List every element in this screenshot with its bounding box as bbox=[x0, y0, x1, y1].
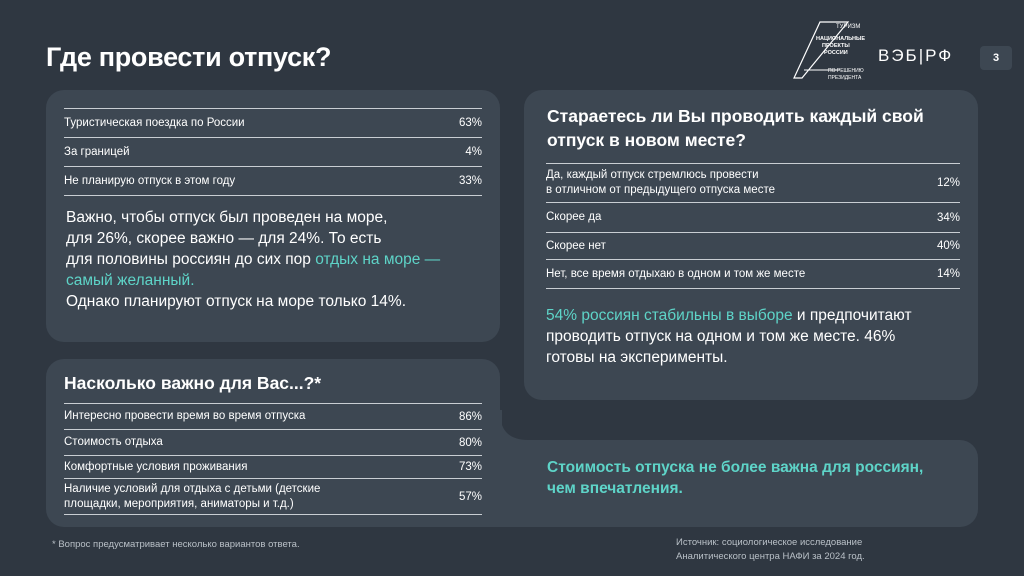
cost-panel bbox=[480, 440, 978, 527]
new-place-row: Скорее нет 40% bbox=[546, 232, 960, 259]
source-note: Источник: социологическое исследование А… bbox=[676, 536, 865, 564]
new-place-panel bbox=[524, 90, 978, 400]
footnote: * Вопрос предусматривает несколько вариа… bbox=[52, 539, 300, 550]
new-place-row-label-line2: в отличном от предыдущего отпуска месте bbox=[546, 184, 775, 196]
logo-line6: ПРЕЗИДЕНТА bbox=[828, 75, 862, 81]
new-place-text-line: 54% россиян стабильны в выборе и предпоч… bbox=[546, 305, 971, 326]
sea-text-line: Важно, чтобы отпуск был проведен на море… bbox=[66, 209, 388, 226]
source-line2: Аналитического центра НАФИ за 2024 год. bbox=[676, 551, 865, 562]
national-projects-emblem-icon bbox=[793, 21, 850, 79]
new-place-row-value: 14% bbox=[936, 268, 960, 280]
importance-row-label: Наличие условий для отдыха с детьми (дет… bbox=[64, 482, 320, 512]
page-number-badge: 3 bbox=[980, 46, 1012, 70]
logo-line2: НАЦИОНАЛЬНЫЕ bbox=[816, 36, 866, 42]
panel-connector-fill bbox=[490, 410, 502, 450]
importance-row: Наличие условий для отдыха с детьми (дет… bbox=[64, 478, 482, 515]
trip-row: Туристическая поездка по России 63% bbox=[64, 108, 482, 137]
page-title: Где провести отпуск? bbox=[46, 42, 332, 72]
logo-line4: РОССИИ bbox=[824, 50, 848, 56]
trip-row-label: Не планирую отпуск в этом году bbox=[64, 174, 236, 187]
new-place-row-value: 12% bbox=[936, 177, 960, 189]
sea-text-highlight: самый желанный. bbox=[66, 272, 195, 289]
importance-row: Комфортные условия проживания 73% bbox=[64, 455, 482, 478]
new-place-row: Да, каждый отпуск стремлюсь провести в от… bbox=[546, 163, 960, 202]
importance-row-value: 80% bbox=[458, 436, 482, 449]
cost-text-line2: чем впечатления. bbox=[547, 480, 683, 497]
importance-panel bbox=[46, 359, 500, 527]
importance-row-value: 73% bbox=[458, 461, 482, 473]
cost-text-line1: Стоимость отпуска не более важна для рос… bbox=[547, 459, 924, 476]
sea-text-plain: для половины россиян до сих пор bbox=[66, 251, 316, 268]
importance-row: Стоимость отдыха 80% bbox=[64, 429, 482, 455]
trip-row: Не планирую отпуск в этом году 33% bbox=[64, 166, 482, 196]
trip-row-label: За границей bbox=[64, 145, 130, 158]
sea-text-line: для половины россиян до сих пор отдых на… bbox=[66, 249, 496, 270]
panel-connector bbox=[500, 410, 528, 440]
trip-row-value: 4% bbox=[465, 146, 482, 158]
importance-row-label: Комфортные условия проживания bbox=[64, 460, 248, 473]
trip-panel bbox=[46, 90, 500, 342]
new-place-text: 54% россиян стабильны в выборе и предпоч… bbox=[546, 305, 971, 368]
new-place-row: Нет, все время отдыхаю в одном и том же … bbox=[546, 259, 960, 289]
importance-row-label: Стоимость отдыха bbox=[64, 436, 163, 448]
new-place-row-label: Да, каждый отпуск стремлюсь провести в от… bbox=[546, 168, 775, 198]
cost-text: Стоимость отпуска не более важна для рос… bbox=[547, 457, 923, 499]
sea-text: Важно, чтобы отпуск был проведен на море… bbox=[66, 207, 496, 312]
new-place-row: Скорее да 34% bbox=[546, 202, 960, 232]
trip-row-label: Туристическая поездка по России bbox=[64, 116, 245, 129]
new-place-row-label-line1: Да, каждый отпуск стремлюсь провести bbox=[546, 169, 759, 181]
new-place-row-label: Нет, все время отдыхаю в одном и том же … bbox=[546, 267, 806, 280]
sea-text-line: Однако планируют отпуск на море только 1… bbox=[66, 293, 407, 310]
trip-row: За границей 4% bbox=[64, 137, 482, 166]
new-place-row-label: Скорее да bbox=[546, 211, 602, 223]
new-place-text-plain: и предпочитают bbox=[792, 307, 912, 324]
importance-row-value: 86% bbox=[458, 410, 482, 423]
sea-text-line: для 26%, скорее важно — для 24%. То есть bbox=[66, 230, 382, 247]
importance-row-label-line1: Наличие условий для отдыха с детьми (дет… bbox=[64, 482, 321, 495]
new-place-heading-line2: отпуск в новом месте? bbox=[547, 130, 746, 150]
new-place-row-label: Скорее нет bbox=[546, 239, 606, 252]
new-place-heading-line1: Стараетесь ли Вы проводить каждый свой bbox=[547, 106, 924, 126]
new-place-text-highlight: 54% россиян стабильны в выборе bbox=[546, 307, 793, 324]
new-place-row-value: 40% bbox=[936, 240, 960, 252]
logo-line1: ТУРИЗМ bbox=[836, 24, 861, 30]
page-number: 3 bbox=[992, 52, 1000, 64]
source-line1: Источник: социологическое исследование bbox=[676, 537, 863, 548]
importance-heading: Насколько важно для Вас...?* bbox=[64, 373, 322, 393]
logo-line3: ПРОЕКТЫ bbox=[822, 43, 850, 49]
importance-row-value: 57% bbox=[458, 490, 482, 503]
national-projects-logo: ТУРИЗМ НАЦИОНАЛЬНЫЕ ПРОЕКТЫ РОССИИ ПО РЕ… bbox=[790, 18, 870, 82]
new-place-text-line: проводить отпуск на одном и том же месте… bbox=[546, 328, 896, 345]
trip-row-value: 63% bbox=[458, 117, 482, 129]
importance-row-label-line2: площадки, мероприятия, аниматоры и т.д.) bbox=[64, 497, 294, 510]
veb-rf-logo: ВЭБ|РФ bbox=[878, 46, 954, 65]
importance-row: Интересно провести время во время отпуск… bbox=[64, 403, 482, 429]
importance-row-label: Интересно провести время во время отпуск… bbox=[64, 410, 306, 422]
trip-row-value: 33% bbox=[458, 175, 482, 187]
new-place-text-line: готовы на эксперименты. bbox=[546, 349, 728, 366]
new-place-heading: Стараетесь ли Вы проводить каждый свой о… bbox=[547, 104, 924, 152]
logo-line5: ПО РЕШЕНИЮ bbox=[828, 68, 864, 74]
sea-text-highlight: отдых на море — bbox=[315, 251, 441, 268]
new-place-row-value: 34% bbox=[936, 211, 960, 224]
